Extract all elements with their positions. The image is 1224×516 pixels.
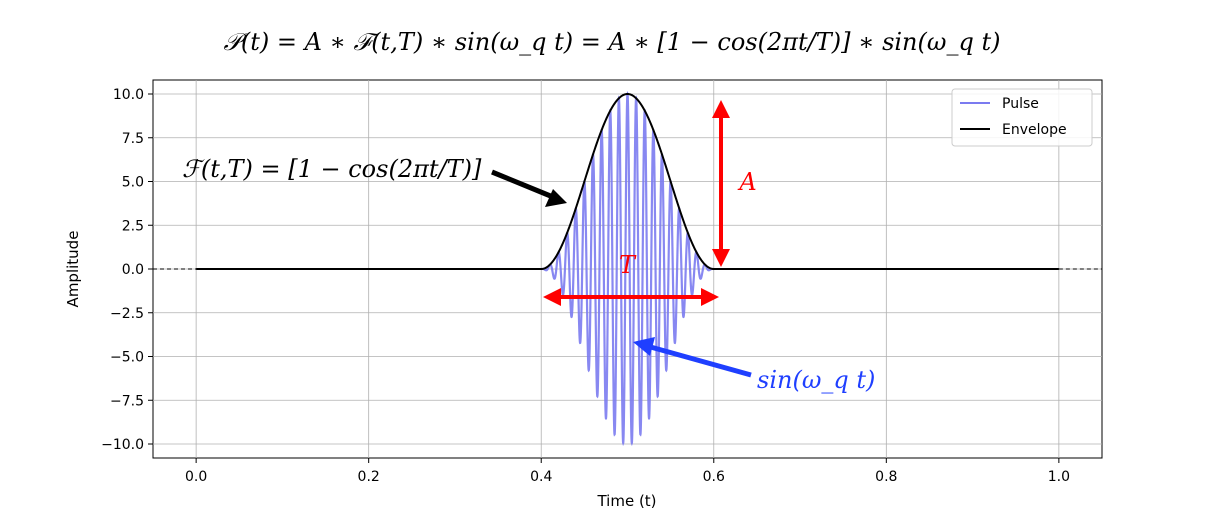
envelope-line xyxy=(196,92,1059,270)
envelope-arrow-shaft xyxy=(491,169,554,200)
y-tick-label: 7.5 xyxy=(122,131,144,147)
x-tick-label: 0.6 xyxy=(703,469,725,485)
carrier-arrow-shaft xyxy=(646,343,752,378)
y-tick-label: 0.0 xyxy=(122,262,144,278)
x-tick-label: 0.2 xyxy=(358,469,380,485)
envelope-series xyxy=(196,92,1059,270)
y-tick-label: 2.5 xyxy=(122,218,144,234)
legend-pulse-label: Pulse xyxy=(1002,96,1039,112)
y-tick-label: 5.0 xyxy=(122,175,144,191)
period-arrow-head-right xyxy=(701,288,719,306)
envelope-arrow-head xyxy=(545,189,567,207)
carrier-label: sin(ω_q t) xyxy=(757,366,875,394)
ticks: 0.0 0.2 0.4 0.6 0.8 1.0 10.0 7.5 5.0 2.5 0.0 −2.5 −5… xyxy=(101,87,1070,485)
legend: Pulse Envelope xyxy=(951,88,1093,147)
legend-envelope-label: Envelope xyxy=(1002,122,1067,138)
x-tick-label: 0.0 xyxy=(185,469,207,485)
grid xyxy=(153,80,1102,458)
y-tick-label: 10.0 xyxy=(113,87,144,103)
x-axis-label: Time (t) xyxy=(596,492,656,510)
envelope-formula-annotation: ℱ(t,T) = [1 − cos(2πt/T)] xyxy=(182,155,482,183)
x-tick-label: 0.8 xyxy=(875,469,897,485)
y-tick-label: −7.5 xyxy=(110,393,144,409)
carrier-arrow-head xyxy=(633,337,655,356)
period-label: T xyxy=(619,251,637,279)
y-tick-label: −10.0 xyxy=(101,437,144,453)
chart-title: 𝒫(t) = A ∗ ℱ(t,T) ∗ sin(ω_q t) = A ∗ [1 … xyxy=(224,28,1001,56)
amplitude-arrow-head-bottom xyxy=(712,249,730,267)
period-arrow-head-left xyxy=(543,288,561,306)
y-tick-label: −2.5 xyxy=(110,306,144,322)
amplitude-arrow-head-top xyxy=(712,100,730,118)
y-axis-label: Amplitude xyxy=(64,231,82,308)
amplitude-label: A xyxy=(737,168,756,196)
y-tick-label: −5.0 xyxy=(110,350,144,366)
x-tick-label: 0.4 xyxy=(530,469,552,485)
x-tick-label: 1.0 xyxy=(1048,469,1070,485)
